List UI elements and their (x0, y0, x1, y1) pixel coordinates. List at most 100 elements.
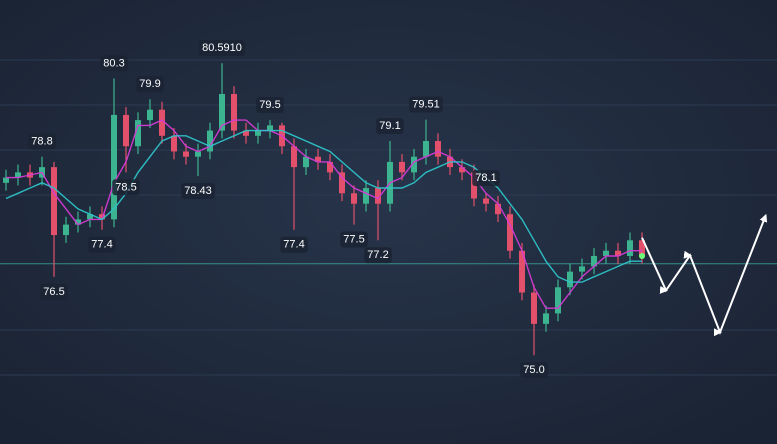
price-label: 79.1 (376, 117, 404, 134)
candle-body (567, 271, 573, 288)
candle-body (3, 177, 9, 183)
candle-body (135, 120, 141, 147)
price-label-text: 79.9 (139, 78, 160, 90)
projection-line (641, 213, 768, 337)
candle-body (219, 94, 225, 131)
price-label-text: 78.43 (184, 185, 212, 197)
price-label: 79.9 (136, 76, 164, 93)
price-label-background (364, 247, 392, 264)
candle-body (375, 188, 381, 204)
candle-body (591, 255, 597, 267)
candle-body (231, 94, 237, 131)
price-label: 78.43 (181, 182, 215, 199)
price-label: 75.0 (520, 362, 548, 379)
price-label-text: 78.1 (475, 172, 496, 184)
last-price-dot (639, 252, 645, 259)
candle-body (459, 167, 465, 173)
candle-body (147, 109, 153, 121)
price-label-background (340, 231, 368, 248)
candle-body (603, 250, 609, 256)
price-label: 79.5 (256, 97, 284, 114)
candle-body (351, 193, 357, 204)
price-label-background (181, 182, 215, 199)
price-label-background (100, 55, 128, 72)
candle-body (291, 146, 297, 168)
candle-body (243, 130, 249, 136)
price-label-text: 77.4 (91, 239, 112, 251)
candle-body (543, 313, 549, 324)
price-label-text: 75.0 (523, 364, 544, 376)
price-label-text: 76.5 (43, 286, 64, 298)
candle-body (555, 287, 561, 314)
candle-body (195, 151, 201, 157)
candle-body (171, 135, 177, 152)
price-label-text: 77.2 (367, 249, 388, 261)
candle-body (51, 167, 57, 236)
price-label-background (28, 133, 56, 150)
candle-body (411, 156, 417, 173)
candle-body (363, 188, 369, 204)
candle-body (579, 266, 585, 272)
candle-body (519, 250, 525, 293)
price-label-background (199, 40, 245, 57)
candle-body (255, 130, 261, 136)
price-label: 76.5 (40, 283, 68, 300)
price-label-background (136, 76, 164, 93)
candle-body (639, 240, 645, 256)
price-label-background (40, 283, 68, 300)
price-label-text: 79.1 (379, 120, 400, 132)
candle-body (267, 125, 273, 131)
price-label-text: 80.3 (103, 57, 124, 69)
price-label-background (520, 362, 548, 379)
candle-body (87, 214, 93, 220)
candle-body (627, 240, 633, 256)
candle-body (123, 114, 129, 147)
candle-body (615, 250, 621, 256)
price-label-background (280, 236, 308, 253)
price-label: 78.5 (112, 179, 140, 196)
moving-average-line (6, 119, 642, 309)
candle-body (495, 203, 501, 215)
candle-body (303, 156, 309, 168)
price-label-text: 80.5910 (202, 42, 242, 54)
candle-body (435, 141, 441, 157)
price-label-background (256, 97, 284, 114)
candle-body (531, 292, 537, 324)
price-label-text: 79.5 (259, 99, 280, 111)
price-label-text: 78.5 (115, 181, 136, 193)
price-label: 78.8 (28, 133, 56, 150)
price-label: 77.4 (88, 236, 116, 253)
price-label: 80.5910 (199, 40, 245, 57)
candle-body (399, 161, 405, 173)
price-label-text: 77.5 (343, 234, 364, 246)
candle-body (423, 141, 429, 157)
candle-body (507, 214, 513, 251)
price-label: 79.51 (409, 96, 443, 113)
candle-body (99, 214, 105, 220)
price-label: 78.1 (472, 170, 500, 187)
candle-body (75, 219, 81, 225)
price-label: 80.3 (100, 55, 128, 72)
candle-body (159, 109, 165, 136)
price-label: 77.4 (280, 236, 308, 253)
price-label-background (472, 170, 500, 187)
candle-body (327, 161, 333, 173)
candle-body (315, 156, 321, 162)
price-label-text: 78.8 (31, 136, 52, 148)
candle-body (15, 172, 21, 178)
price-label: 77.2 (364, 247, 392, 264)
candle-body (111, 114, 117, 220)
price-label-text: 77.4 (283, 239, 304, 251)
price-label-background (409, 96, 443, 113)
moving-average-line (5, 129, 642, 283)
candle-body (183, 151, 189, 157)
price-label-background (88, 236, 116, 253)
price-label-text: 79.51 (412, 99, 440, 111)
price-label-background (376, 117, 404, 134)
price-label: 77.5 (340, 231, 368, 248)
candle-body (339, 172, 345, 194)
price-label-background (112, 179, 140, 196)
